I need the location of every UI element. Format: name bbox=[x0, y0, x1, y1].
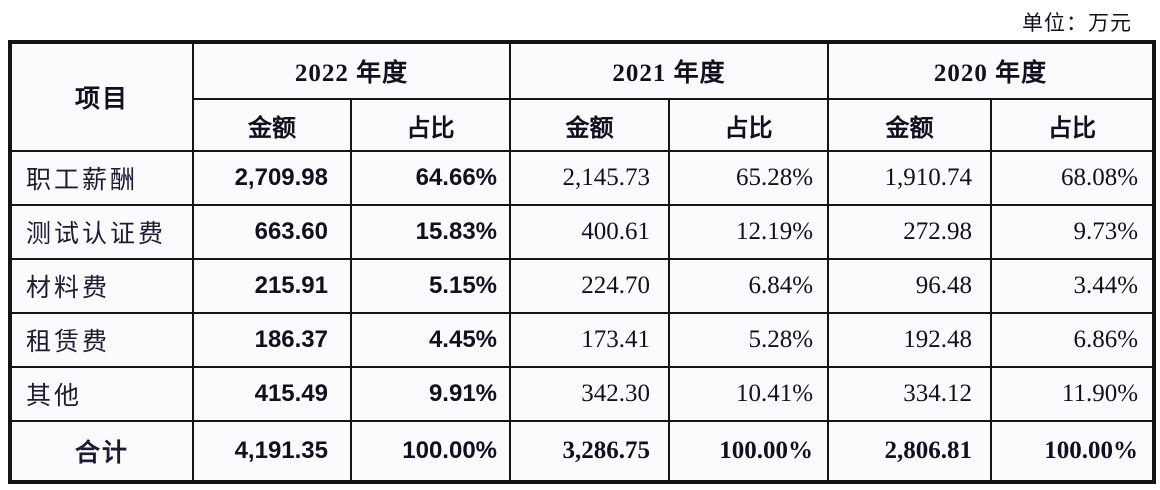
column-header-2022: 2022 年度 bbox=[191, 41, 512, 100]
total-amount-2020: 2,806.81 bbox=[827, 420, 993, 483]
ratio-2020: 68.08% bbox=[990, 150, 1156, 206]
ratio-2022: 64.66% bbox=[349, 150, 512, 206]
amount-2020: 334.12 bbox=[827, 366, 993, 422]
amount-2020: 1,910.74 bbox=[827, 150, 993, 206]
total-amount-2021: 3,286.75 bbox=[509, 420, 671, 483]
ratio-2020: 6.86% bbox=[990, 312, 1156, 368]
subheader-2020-amount: 金额 bbox=[827, 98, 993, 152]
table-row: 材料费 215.91 5.15% 224.70 6.84% 96.48 3.44… bbox=[9, 258, 1156, 314]
expense-composition-table: 项目 2022 年度 2021 年度 2020 年度 金额 占比 金额 占比 金… bbox=[8, 40, 1157, 484]
amount-2022: 415.49 bbox=[192, 366, 352, 422]
amount-2022: 2,709.98 bbox=[192, 150, 352, 206]
total-row: 合计 4,191.35 100.00% 3,286.75 100.00% 2,8… bbox=[9, 420, 1156, 483]
amount-2021: 2,145.73 bbox=[509, 150, 671, 206]
amount-2020: 272.98 bbox=[827, 204, 993, 260]
table-row: 职工薪酬 2,709.98 64.66% 2,145.73 65.28% 1,9… bbox=[9, 150, 1156, 206]
row-item-label: 职工薪酬 bbox=[9, 150, 194, 206]
amount-2020: 96.48 bbox=[827, 258, 993, 314]
table-row: 租赁费 186.37 4.45% 173.41 5.28% 192.48 6.8… bbox=[9, 312, 1156, 368]
total-label: 合计 bbox=[9, 420, 194, 483]
table-row: 测试认证费 663.60 15.83% 400.61 12.19% 272.98… bbox=[9, 204, 1156, 260]
row-item-label: 测试认证费 bbox=[9, 204, 194, 260]
ratio-2022: 15.83% bbox=[349, 204, 512, 260]
row-item-label: 其他 bbox=[9, 366, 194, 422]
amount-2022: 215.91 bbox=[192, 258, 352, 314]
amount-2020: 192.48 bbox=[827, 312, 993, 368]
amount-2021: 224.70 bbox=[509, 258, 671, 314]
ratio-2022: 4.45% bbox=[349, 312, 512, 368]
ratio-2022: 5.15% bbox=[349, 258, 512, 314]
ratio-2022: 9.91% bbox=[349, 366, 512, 422]
ratio-2021: 12.19% bbox=[668, 204, 830, 260]
total-amount-2022: 4,191.35 bbox=[192, 420, 352, 483]
subheader-2021-amount: 金额 bbox=[509, 98, 671, 152]
total-ratio-2022: 100.00% bbox=[349, 420, 512, 483]
row-item-label: 租赁费 bbox=[9, 312, 194, 368]
subheader-2022-ratio: 占比 bbox=[349, 98, 512, 152]
header-row-years: 项目 2022 年度 2021 年度 2020 年度 bbox=[9, 41, 1156, 152]
ratio-2020: 11.90% bbox=[990, 366, 1156, 422]
amount-2022: 663.60 bbox=[192, 204, 352, 260]
ratio-2021: 6.84% bbox=[668, 258, 830, 314]
table-row: 其他 415.49 9.91% 342.30 10.41% 334.12 11.… bbox=[9, 366, 1156, 422]
total-ratio-2021: 100.00% bbox=[668, 420, 830, 483]
column-header-item: 项目 bbox=[9, 41, 194, 152]
ratio-2021: 65.28% bbox=[668, 150, 830, 206]
amount-2022: 186.37 bbox=[192, 312, 352, 368]
row-item-label: 材料费 bbox=[9, 258, 194, 314]
subheader-2022-amount: 金额 bbox=[192, 98, 352, 152]
amount-2021: 173.41 bbox=[509, 312, 671, 368]
column-header-2020: 2020 年度 bbox=[827, 41, 1156, 100]
ratio-2021: 5.28% bbox=[668, 312, 830, 368]
unit-label: 单位：万元 bbox=[1022, 11, 1132, 35]
subheader-2020-ratio: 占比 bbox=[990, 98, 1156, 152]
ratio-2020: 9.73% bbox=[990, 204, 1156, 260]
amount-2021: 342.30 bbox=[509, 366, 671, 422]
total-ratio-2020: 100.00% bbox=[990, 420, 1156, 483]
ratio-2020: 3.44% bbox=[990, 258, 1156, 314]
ratio-2021: 10.41% bbox=[668, 366, 830, 422]
header-row-subcolumns: 金额 占比 金额 占比 金额 占比 bbox=[10, 98, 1156, 152]
column-header-2021: 2021 年度 bbox=[509, 41, 830, 100]
amount-2021: 400.61 bbox=[509, 204, 671, 260]
subheader-2021-ratio: 占比 bbox=[668, 98, 830, 152]
